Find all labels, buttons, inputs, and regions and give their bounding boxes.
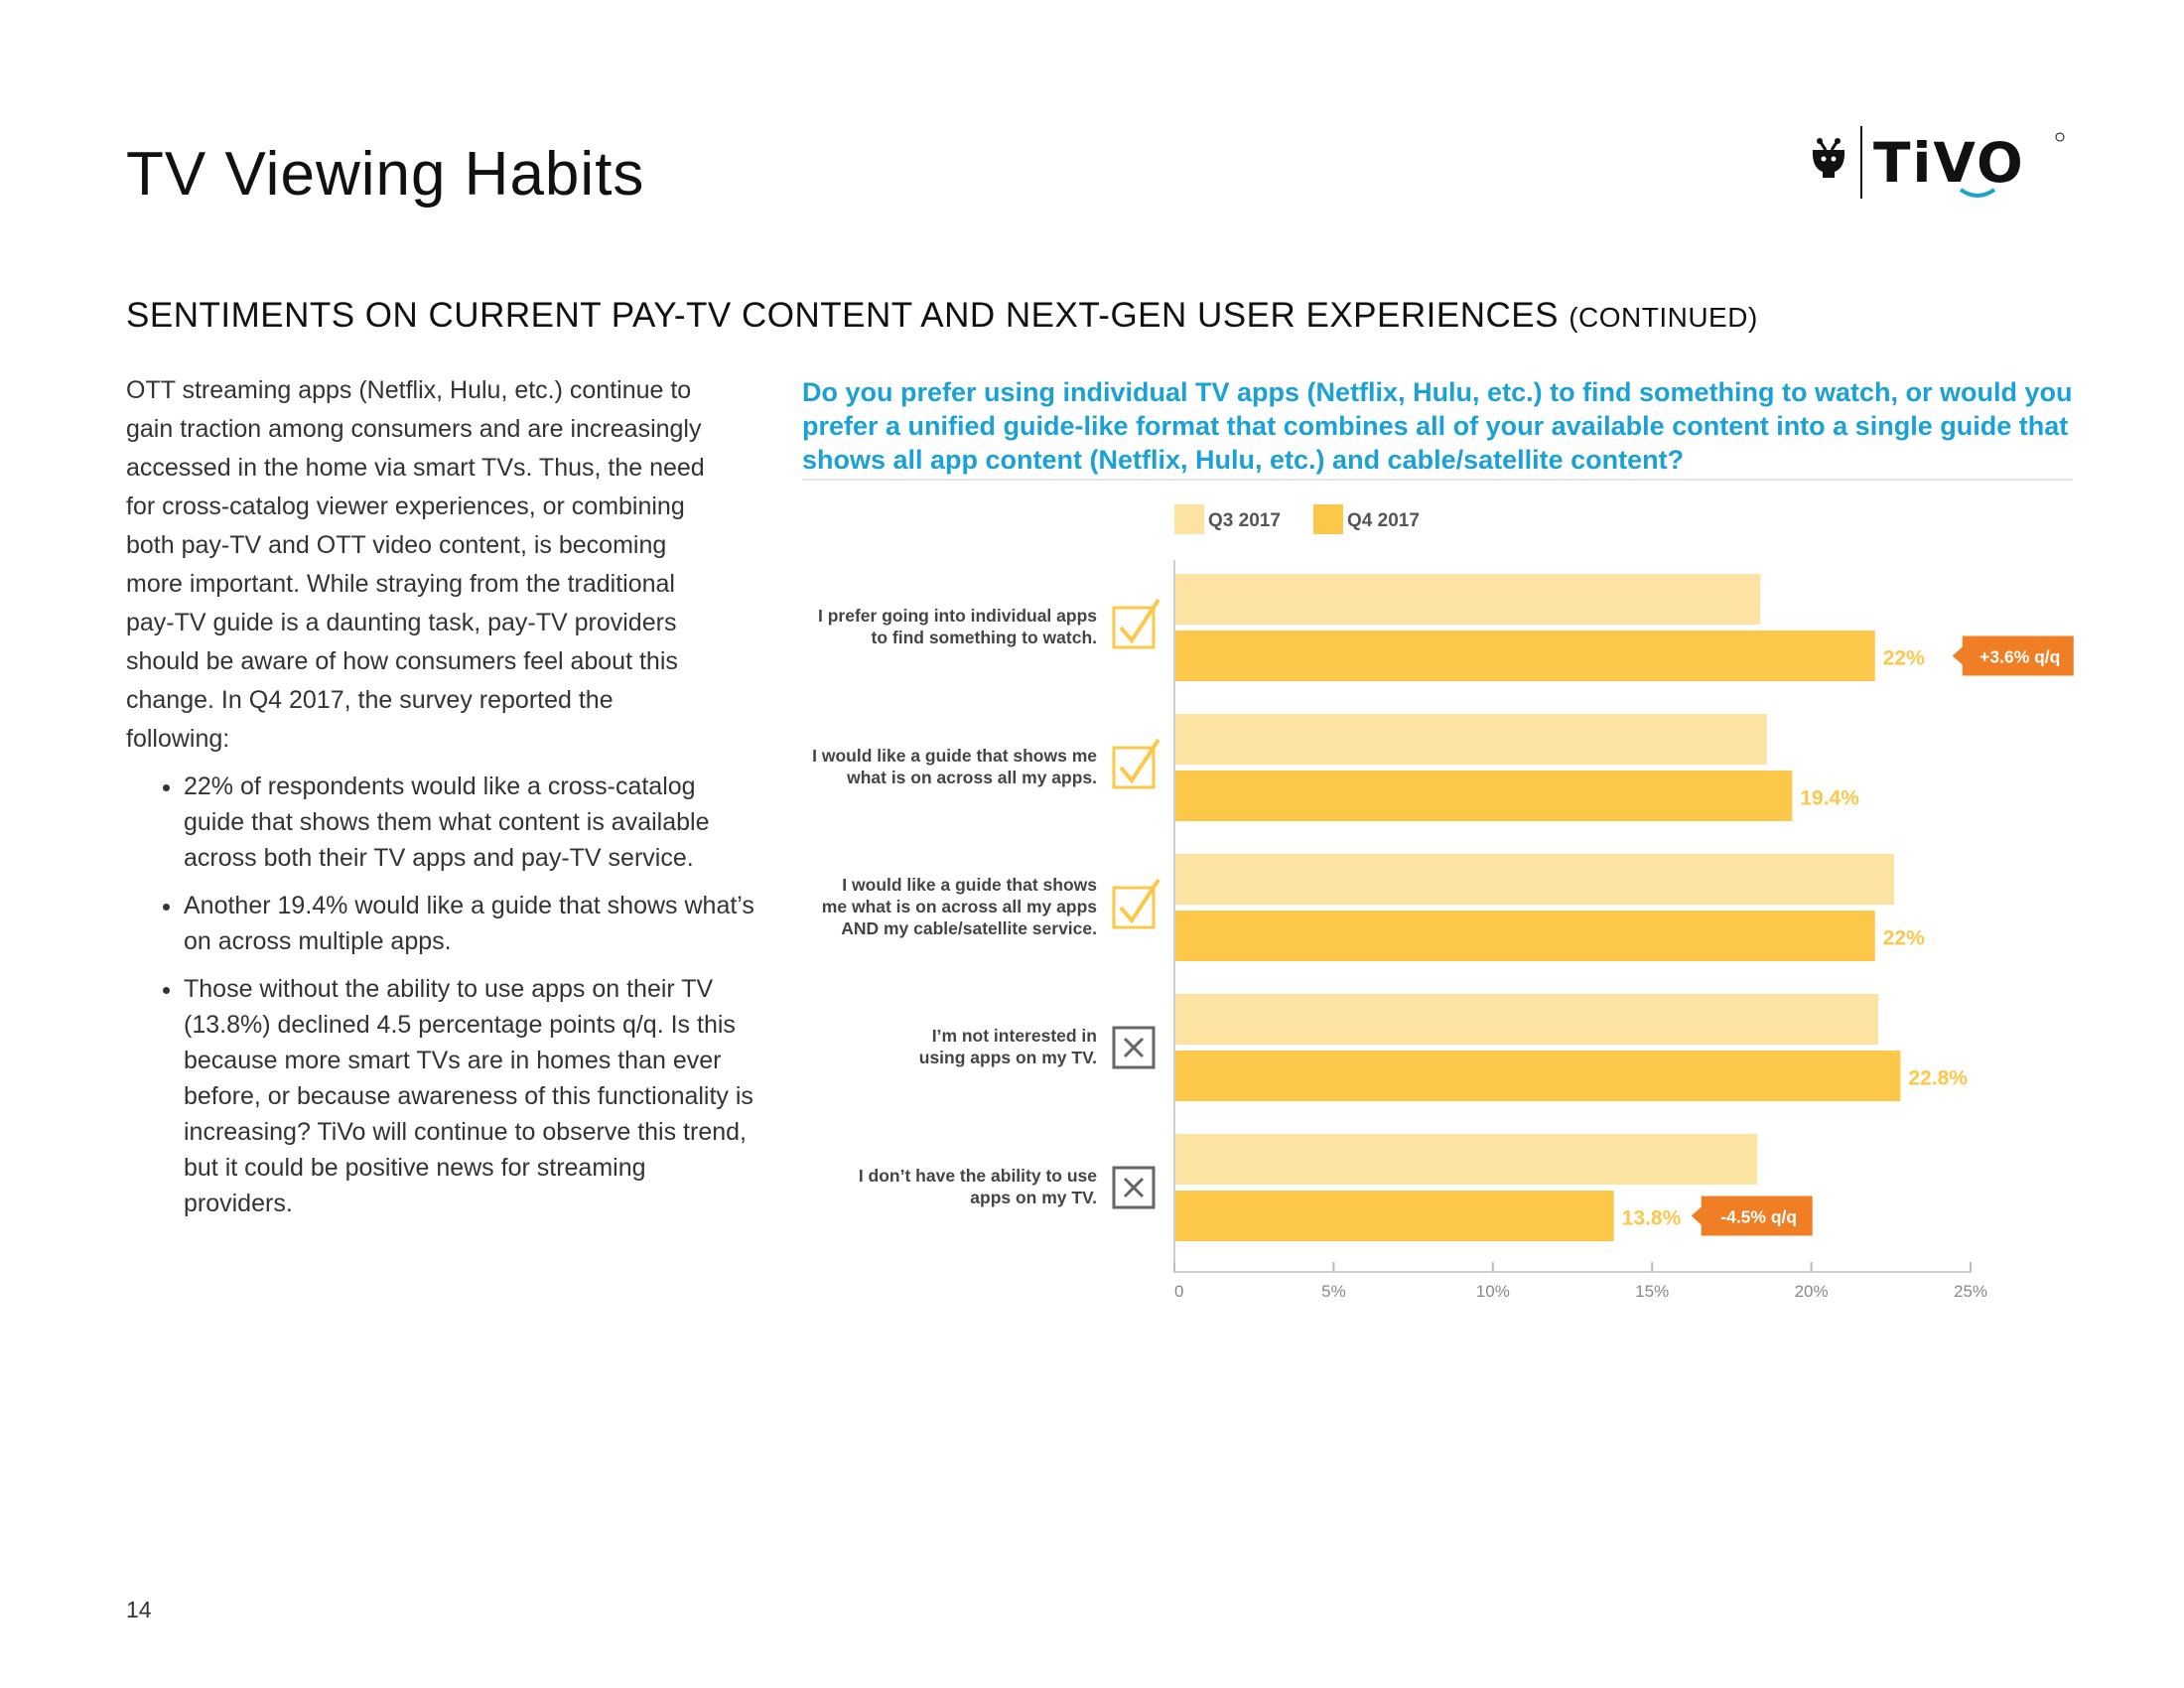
legend-label: Q4 2017 bbox=[1347, 510, 1420, 531]
check-icon bbox=[1119, 598, 1160, 644]
qq-callout bbox=[1952, 635, 2074, 676]
category-label: to find something to watch. bbox=[872, 628, 1097, 647]
bar-q3-2017 bbox=[1174, 714, 1767, 765]
page-title: TV Viewing Habits bbox=[126, 140, 645, 209]
page-number: 14 bbox=[126, 1597, 152, 1622]
x-tick-label: 5% bbox=[1321, 1282, 1346, 1301]
x-tick-label: 0 bbox=[1174, 1282, 1183, 1301]
category-label: using apps on my TV. bbox=[919, 1048, 1097, 1067]
category-label: AND my cable/satellite service. bbox=[841, 918, 1097, 938]
x-tick-label: 15% bbox=[1635, 1282, 1669, 1301]
bar-q3-2017 bbox=[1174, 1134, 1758, 1185]
question-divider bbox=[802, 479, 2073, 481]
check-icon-box bbox=[1112, 746, 1156, 789]
qq-callout-label: +3.6% q/q bbox=[1979, 647, 2060, 667]
section-heading-suffix: (CONTINUED) bbox=[1569, 302, 1758, 333]
section-heading-text: SENTIMENTS ON CURRENT PAY-TV CONTENT AND… bbox=[126, 296, 1559, 335]
category-label: I would like a guide that shows me bbox=[812, 746, 1097, 766]
findings-list: 22% of respondents would like a cross-ca… bbox=[149, 769, 759, 1233]
section-heading: SENTIMENTS ON CURRENT PAY-TV CONTENT AND… bbox=[126, 296, 1758, 336]
tivo-logo-graphic: TiVO bbox=[1812, 126, 2065, 199]
check-icon-box bbox=[1112, 606, 1156, 649]
bar-q3-2017 bbox=[1174, 574, 1761, 625]
data-label: 13.8% bbox=[1622, 1207, 1682, 1230]
finding-bullet: 22% of respondents would like a cross-ca… bbox=[184, 769, 759, 876]
category-label: I prefer going into individual apps bbox=[818, 606, 1097, 626]
survey-question: Do you prefer using individual TV apps (… bbox=[802, 377, 2073, 475]
logo-smile bbox=[1959, 188, 1996, 198]
qq-callout bbox=[1691, 1196, 1813, 1236]
category-label: me what is on across all my apps bbox=[822, 897, 1097, 916]
category-label: I’m not interested in bbox=[932, 1026, 1097, 1046]
category-label: apps on my TV. bbox=[970, 1188, 1097, 1207]
category-label: I don’t have the ability to use bbox=[859, 1166, 1097, 1186]
x-icon-box bbox=[1112, 1166, 1156, 1209]
data-label: 22% bbox=[1883, 647, 1925, 670]
bar-q4-2017 bbox=[1174, 771, 1793, 821]
data-label: 19.4% bbox=[1800, 787, 1859, 810]
bar-q4-2017 bbox=[1174, 631, 1875, 681]
category-label: I would like a guide that shows bbox=[842, 875, 1097, 895]
legend-swatch bbox=[1313, 504, 1343, 534]
check-icon-box bbox=[1112, 886, 1156, 929]
data-label: 22.8% bbox=[1908, 1067, 1968, 1090]
tivo-logo: TiVO bbox=[1802, 124, 2075, 204]
legend-label: Q3 2017 bbox=[1208, 510, 1281, 531]
finding-bullet: Another 19.4% would like a guide that sh… bbox=[184, 888, 759, 959]
data-label: 22% bbox=[1883, 927, 1925, 950]
x-icon bbox=[1123, 1177, 1145, 1198]
bar-q3-2017 bbox=[1174, 854, 1895, 905]
logo-wordmark: TiVO bbox=[1873, 131, 2025, 195]
registered-mark-icon bbox=[2055, 132, 2065, 142]
finding-bullet: Those without the ability to use apps on… bbox=[184, 971, 759, 1221]
legend-swatch bbox=[1174, 504, 1204, 534]
x-tick-label: 10% bbox=[1476, 1282, 1510, 1301]
x-tick-label: 25% bbox=[1954, 1282, 1987, 1301]
check-icon bbox=[1119, 738, 1160, 784]
x-icon-box bbox=[1112, 1026, 1156, 1069]
category-label: what is on across all my apps. bbox=[846, 768, 1097, 787]
bar-q3-2017 bbox=[1174, 994, 1878, 1045]
bar-q4-2017 bbox=[1174, 1051, 1901, 1101]
tivo-guy-icon bbox=[1812, 138, 1845, 178]
qq-callout-label: -4.5% q/q bbox=[1720, 1207, 1797, 1227]
survey-bar-chart: Q3 2017 Q4 2017 22% I prefer going into ind… bbox=[812, 504, 2074, 1301]
x-icon bbox=[1123, 1037, 1145, 1058]
bar-q4-2017 bbox=[1174, 911, 1875, 961]
bar-q4-2017 bbox=[1174, 1191, 1614, 1241]
x-tick-label: 20% bbox=[1795, 1282, 1829, 1301]
check-icon bbox=[1119, 878, 1160, 924]
intro-paragraph: OTT streaming apps (Netflix, Hulu, etc.)… bbox=[126, 376, 705, 753]
